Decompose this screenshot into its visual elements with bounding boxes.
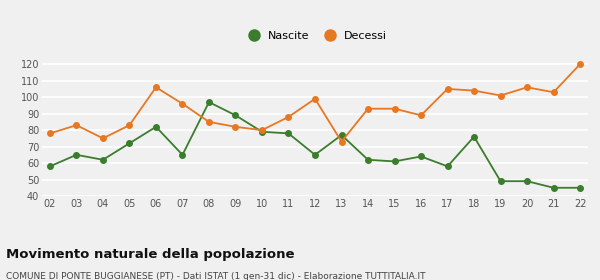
Decessi [577, 62, 584, 66]
Decessi [126, 123, 133, 127]
Decessi [179, 102, 186, 106]
Decessi [100, 137, 107, 140]
Nascite [46, 165, 53, 168]
Decessi [418, 114, 425, 117]
Decessi [470, 89, 478, 92]
Decessi [285, 115, 292, 119]
Decessi [46, 132, 53, 135]
Nascite [444, 165, 451, 168]
Decessi [497, 94, 504, 97]
Decessi [523, 86, 530, 89]
Nascite [126, 142, 133, 145]
Decessi [338, 140, 345, 143]
Decessi [152, 86, 160, 89]
Nascite [470, 135, 478, 138]
Nascite [391, 160, 398, 163]
Decessi [364, 107, 371, 110]
Decessi [444, 87, 451, 91]
Nascite [100, 158, 107, 162]
Decessi [550, 90, 557, 94]
Nascite [152, 125, 160, 129]
Decessi [232, 125, 239, 129]
Nascite [338, 133, 345, 137]
Decessi [311, 97, 319, 101]
Nascite [285, 132, 292, 135]
Line: Nascite: Nascite [47, 99, 583, 191]
Nascite [550, 186, 557, 190]
Line: Decessi: Decessi [47, 61, 583, 144]
Legend: Nascite, Decessi: Nascite, Decessi [243, 31, 387, 41]
Nascite [364, 158, 371, 162]
Decessi [73, 123, 80, 127]
Nascite [179, 153, 186, 157]
Nascite [418, 155, 425, 158]
Text: COMUNE DI PONTE BUGGIANESE (PT) - Dati ISTAT (1 gen-31 dic) - Elaborazione TUTTI: COMUNE DI PONTE BUGGIANESE (PT) - Dati I… [6, 272, 425, 280]
Nascite [259, 130, 266, 134]
Text: Movimento naturale della popolazione: Movimento naturale della popolazione [6, 248, 295, 261]
Decessi [205, 120, 212, 123]
Nascite [232, 114, 239, 117]
Nascite [73, 153, 80, 157]
Decessi [391, 107, 398, 110]
Nascite [523, 179, 530, 183]
Nascite [577, 186, 584, 190]
Nascite [497, 179, 504, 183]
Decessi [259, 129, 266, 132]
Nascite [311, 153, 319, 157]
Nascite [205, 101, 212, 104]
